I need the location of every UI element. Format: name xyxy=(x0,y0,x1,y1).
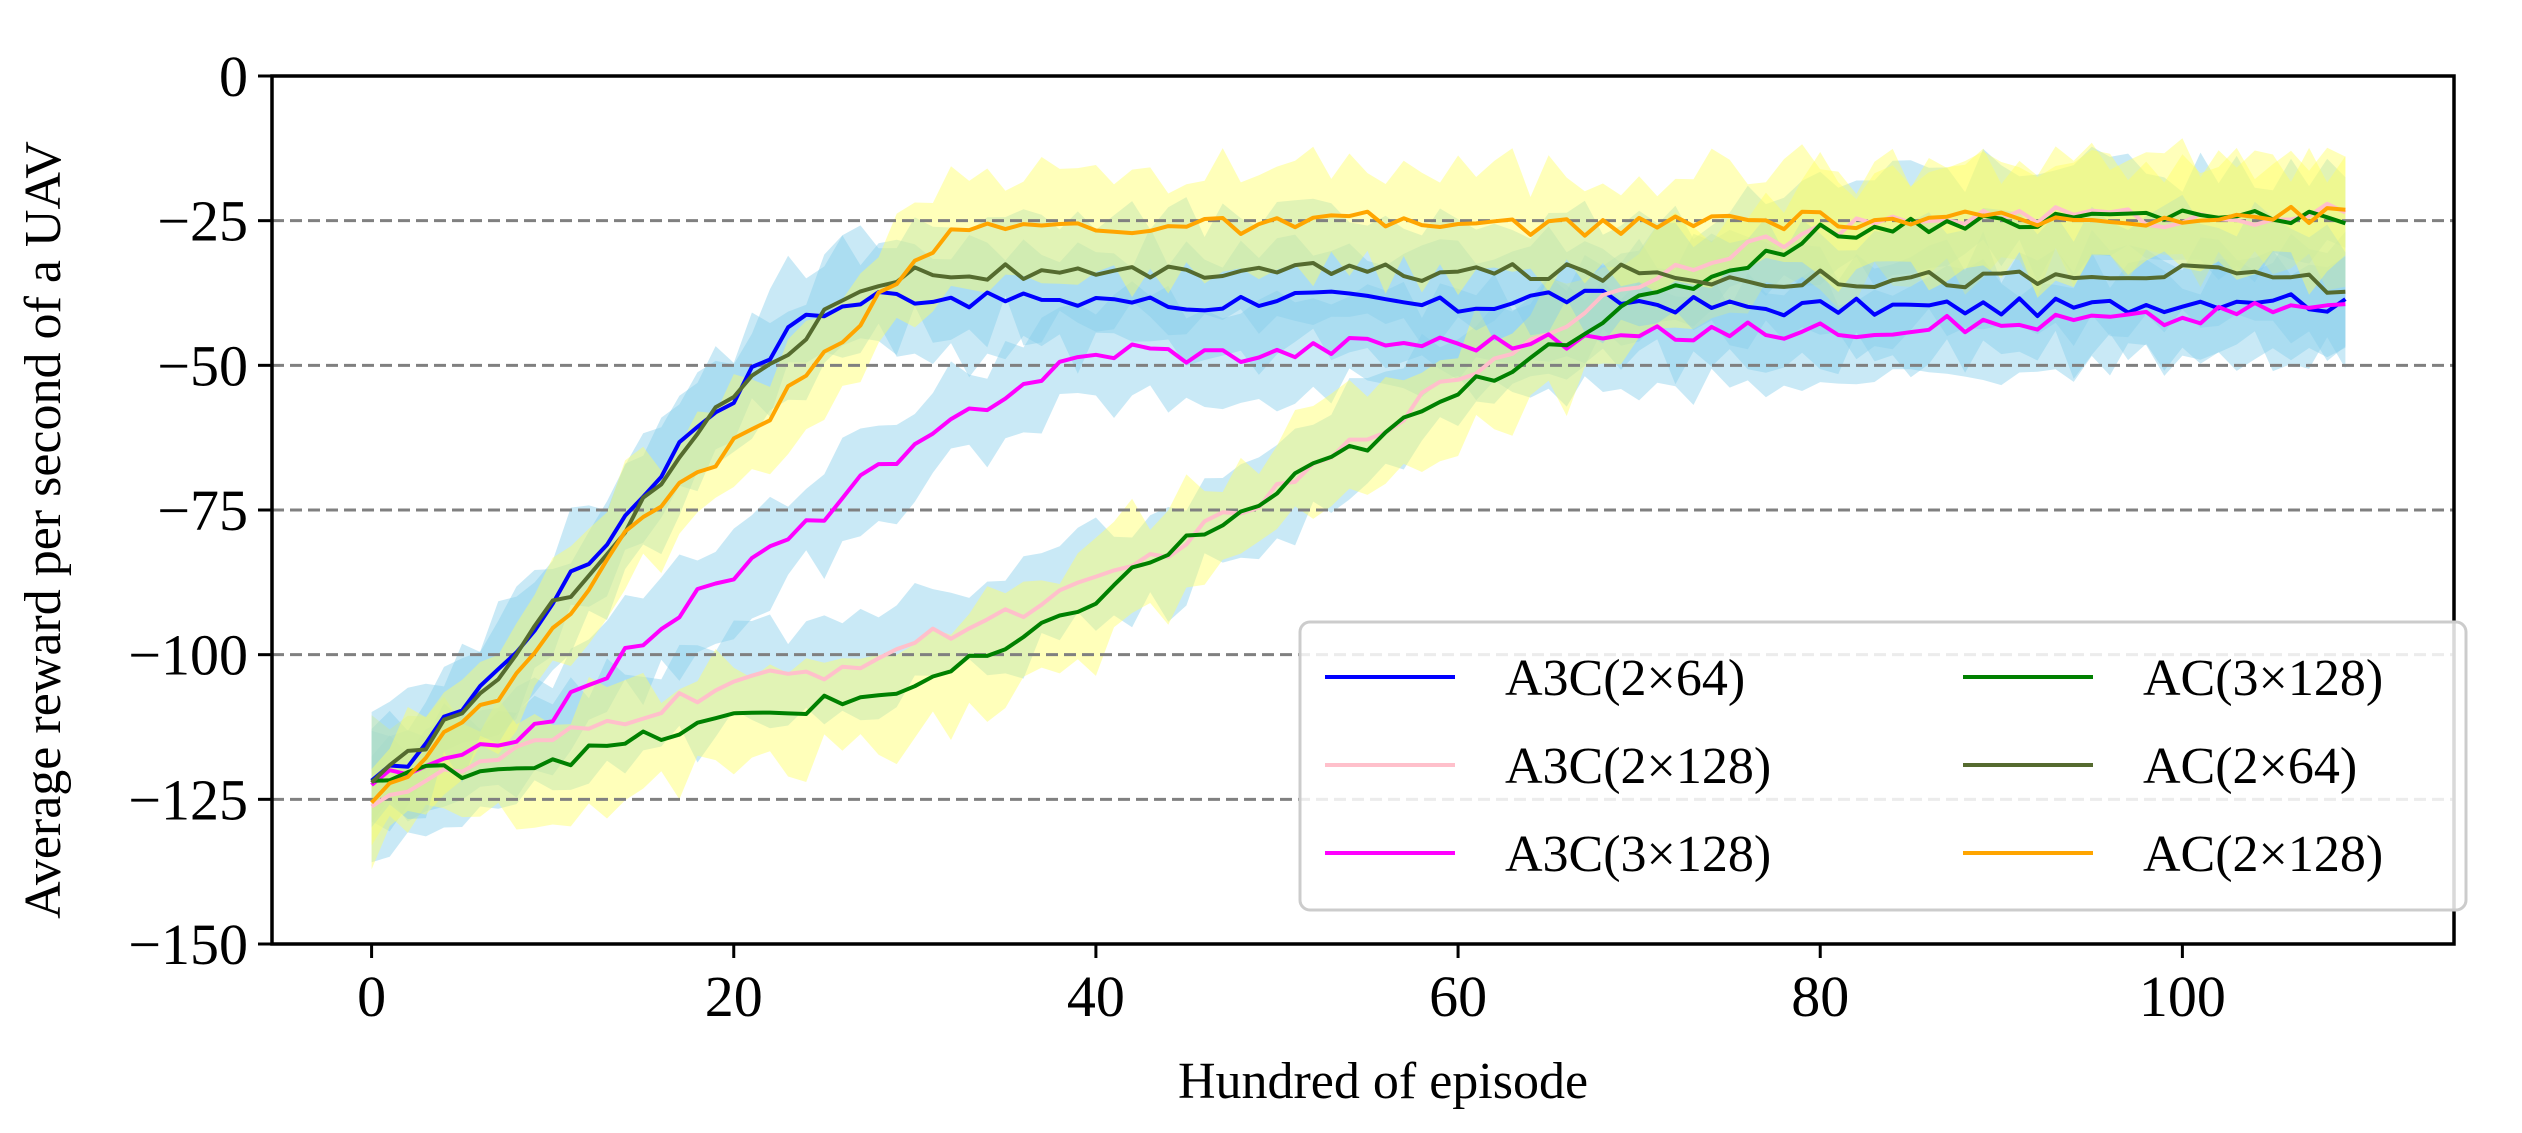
legend-entry: A3C(2×64) xyxy=(1325,650,1745,707)
legend-entry: A3C(3×128) xyxy=(1325,826,1771,883)
y-tick-label: −75 xyxy=(157,478,248,543)
axes: 0 20 40 60 80 100 0 −25 −50 −75 −100 −125 −150 xyxy=(128,44,2456,1029)
series-lines xyxy=(370,201,2347,809)
x-tick-label: 80 xyxy=(1791,964,1849,1029)
legend-label: AC(3×128) xyxy=(2143,650,2383,707)
y-axis-label: Average reward per second of a UAV xyxy=(15,141,72,919)
series-line-4 xyxy=(371,208,2347,783)
legend-entry: AC(2×128) xyxy=(1963,826,2383,883)
legend-entry: A3C(2×128) xyxy=(1325,738,1771,795)
legend-label: AC(2×64) xyxy=(2143,738,2357,795)
series-line-2 xyxy=(370,201,2347,809)
legend-entry: AC(2×64) xyxy=(1963,738,2357,795)
band-5 xyxy=(371,194,2346,828)
y-tick-label: −50 xyxy=(157,333,248,398)
series-line-1 xyxy=(370,288,2347,783)
x-tick-label: 40 xyxy=(1067,964,1125,1029)
legend: A3C(2×64) A3C(2×128) A3C(3×128) AC(3×128) AC… xyxy=(1298,620,2468,912)
legend-label: A3C(2×128) xyxy=(1505,738,1771,795)
x-tick-label: 60 xyxy=(1429,964,1487,1029)
band-6 xyxy=(371,144,2346,870)
x-tick-label: 20 xyxy=(705,964,763,1029)
band-2 xyxy=(371,146,2346,863)
legend-label: A3C(2×64) xyxy=(1505,650,1745,707)
x-tick-label: 0 xyxy=(357,964,386,1029)
x-axis-label: Hundred of episode xyxy=(1178,1053,1588,1110)
legend-box xyxy=(1298,620,2468,912)
legend-label: A3C(3×128) xyxy=(1505,826,1771,883)
y-tick-label: −100 xyxy=(128,623,248,688)
y-tick-label: −25 xyxy=(157,189,248,254)
series-line-6 xyxy=(370,204,2346,805)
y-tick-label: −125 xyxy=(128,767,248,832)
x-tick-label: 100 xyxy=(2139,964,2226,1029)
band-4 xyxy=(371,138,2346,846)
legend-label: AC(2×128) xyxy=(2143,826,2383,883)
series-line-3 xyxy=(370,301,2346,787)
y-tick-label: 0 xyxy=(219,44,248,109)
y-tick-label: −150 xyxy=(128,912,248,977)
band-1 xyxy=(371,226,2346,832)
series-line-5 xyxy=(370,261,2346,785)
legend-entry: AC(3×128) xyxy=(1963,650,2383,707)
